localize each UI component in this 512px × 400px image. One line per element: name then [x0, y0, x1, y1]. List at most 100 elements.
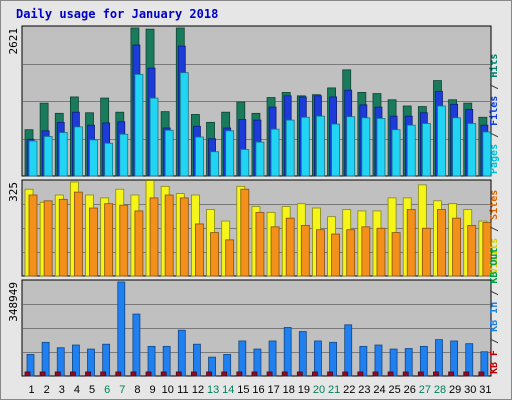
x-tick-label-day-19: 19 [298, 384, 310, 396]
bar-bottom-kb-f-day-4 [69, 371, 76, 377]
bar-bottom-kb-f-day-31 [478, 371, 485, 377]
bar-middle-sites-day-24 [376, 227, 386, 277]
legend-bottom: KB F / KB In / KB Out [489, 248, 500, 374]
bar-bottom-kb-in-day-28 [435, 339, 443, 377]
bar-middle-sites-day-10 [164, 194, 174, 277]
bar-bottom-kb-in-day-8 [132, 313, 141, 377]
bar-bottom-kb-in-day-31 [480, 351, 489, 377]
bar-middle-sites-day-21 [331, 233, 340, 277]
bar-bottom-kb-f-day-20 [312, 371, 318, 377]
bar-bottom-kb-f-day-9 [145, 371, 152, 377]
y-max-label-bottom: 348949 [7, 282, 20, 322]
bar-top-pages-day-26 [406, 124, 416, 177]
x-tick-label-day-26: 26 [404, 384, 416, 396]
bar-middle-sites-day-8 [134, 210, 144, 277]
bar-top-pages-day-28 [437, 105, 446, 177]
x-tick-label-day-15: 15 [237, 384, 249, 396]
bar-top-pages-day-17 [270, 128, 280, 177]
bar-top-pages-day-10 [164, 129, 174, 177]
bar-top-pages-day-23 [361, 117, 371, 177]
bar-bottom-kb-in-day-21 [329, 341, 337, 377]
x-tick-label-day-21: 21 [328, 384, 340, 396]
bar-bottom-kb-f-day-27 [417, 371, 424, 377]
x-tick-label-day-11: 11 [177, 384, 188, 396]
bar-top-pages-day-5 [89, 139, 98, 177]
bar-bottom-kb-in-day-26 [404, 348, 413, 377]
bar-middle-sites-day-25 [391, 232, 401, 277]
bar-middle-sites-day-15 [240, 188, 250, 277]
bar-bottom-kb-in-day-12 [193, 343, 201, 377]
x-tick-label-day-29: 29 [449, 384, 461, 396]
bar-bottom-kb-in-day-2 [41, 341, 50, 377]
legend-top: Pages / Files / Hits [488, 54, 500, 174]
bar-bottom-kb-in-day-16 [253, 348, 262, 377]
bar-bottom-kb-f-day-29 [448, 371, 455, 377]
bar-top-pages-day-31 [482, 131, 492, 177]
x-tick-label-day-5: 5 [89, 384, 95, 396]
x-tick-label-day-18: 18 [283, 384, 295, 396]
bar-middle-sites-day-22 [346, 229, 356, 277]
x-tick-label-day-8: 8 [134, 384, 140, 396]
bar-bottom-kb-f-day-7 [115, 371, 122, 377]
x-tick-label-day-30: 30 [464, 384, 476, 396]
bar-middle-sites-day-20 [316, 229, 325, 277]
chart-title: Daily usage for January 2018 [16, 7, 219, 21]
bar-bottom-kb-f-day-5 [85, 371, 91, 377]
bar-middle-sites-day-26 [406, 209, 416, 277]
x-tick-label-day-2: 2 [44, 384, 50, 396]
bar-bottom-kb-f-day-6 [100, 371, 107, 377]
bar-bottom-kb-f-day-1 [24, 371, 31, 377]
bar-bottom-kb-f-day-18 [281, 371, 288, 377]
bar-bottom-kb-f-day-16 [251, 371, 258, 377]
bar-top-pages-day-13 [210, 151, 219, 177]
bar-middle-sites-day-2 [43, 200, 53, 277]
bar-top-pages-day-19 [300, 116, 310, 177]
x-tick-label-day-7: 7 [119, 384, 125, 396]
bar-bottom-kb-in-day-25 [389, 348, 398, 377]
y-max-label-top: 2621 [7, 28, 20, 55]
x-tick-label-day-13: 13 [207, 384, 219, 396]
bar-bottom-kb-in-day-3 [56, 347, 65, 377]
bar-middle-sites-day-12 [195, 223, 204, 277]
bar-top-pages-day-4 [73, 126, 83, 177]
bar-middle-sites-day-18 [285, 217, 295, 277]
bar-bottom-kb-f-day-14 [221, 371, 228, 377]
bar-bottom-kb-f-day-3 [54, 371, 61, 377]
bar-bottom-kb-in-day-15 [238, 340, 247, 377]
x-tick-label-day-24: 24 [373, 384, 385, 396]
bar-bottom-kb-in-day-30 [465, 343, 474, 377]
bar-top-pages-day-22 [346, 116, 356, 177]
bar-bottom-kb-in-day-22 [344, 324, 353, 377]
bar-top-pages-day-3 [58, 132, 68, 177]
bar-top-pages-day-1 [28, 140, 38, 177]
bar-bottom-kb-in-day-29 [450, 340, 459, 377]
x-tick-label-day-9: 9 [150, 384, 156, 396]
bar-bottom-kb-in-day-4 [71, 344, 80, 377]
bar-bottom-kb-in-day-27 [419, 345, 428, 377]
bar-top-pages-day-18 [285, 119, 295, 177]
x-tick-label-day-20: 20 [313, 384, 325, 396]
bar-middle-sites-day-28 [437, 209, 446, 277]
bar-bottom-kb-in-day-5 [87, 348, 95, 377]
bar-middle-sites-day-3 [58, 198, 68, 277]
bar-bottom-kb-f-day-15 [236, 371, 243, 377]
bar-top-pages-day-20 [316, 115, 325, 177]
bar-middle-sites-day-23 [361, 226, 371, 277]
bar-top-pages-day-6 [104, 142, 114, 177]
x-tick-label-day-12: 12 [192, 384, 204, 396]
bar-top-pages-day-8 [134, 73, 144, 177]
bar-top-pages-day-14 [225, 130, 235, 177]
bar-middle-sites-day-16 [255, 211, 265, 277]
bar-top-pages-day-27 [421, 123, 431, 177]
bar-bottom-kb-f-day-28 [433, 371, 439, 377]
bar-bottom-kb-f-day-12 [191, 371, 197, 377]
bar-middle-sites-day-30 [467, 224, 477, 277]
x-tick-label-day-17: 17 [268, 384, 280, 396]
bar-middle-sites-day-19 [300, 224, 310, 277]
bar-middle-sites-day-11 [179, 197, 189, 277]
x-tick-label-day-27: 27 [419, 384, 431, 396]
bar-middle-sites-day-17 [270, 226, 280, 277]
bar-bottom-kb-f-day-22 [342, 371, 349, 377]
bar-middle-sites-day-29 [452, 217, 462, 277]
